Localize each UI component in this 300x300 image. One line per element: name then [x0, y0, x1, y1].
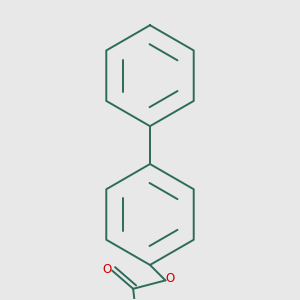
Text: O: O — [166, 272, 175, 286]
Text: O: O — [103, 263, 112, 276]
